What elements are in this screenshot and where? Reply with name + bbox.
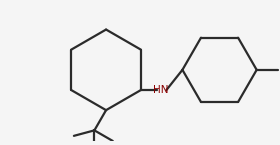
Text: HN: HN xyxy=(153,85,169,95)
